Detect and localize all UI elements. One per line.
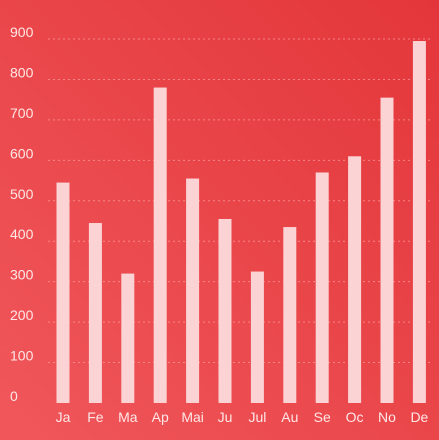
- x-tick-label: Ma: [118, 409, 138, 425]
- y-tick-label: 200: [10, 307, 34, 323]
- x-tick-label: No: [378, 409, 396, 425]
- x-tick-label: Ja: [56, 409, 71, 425]
- grid-layer: [48, 38, 432, 364]
- bar-no[interactable]: [380, 97, 394, 404]
- bar-ma[interactable]: [121, 273, 135, 403]
- x-tick-label: Ap: [152, 409, 169, 425]
- x-tick-label: Jul: [248, 409, 266, 425]
- bars-layer: [56, 41, 426, 404]
- y-tick-label: 300: [10, 267, 34, 283]
- y-tick-label: 500: [10, 186, 34, 202]
- bar-jul[interactable]: [250, 271, 264, 403]
- y-axis-labels: 0 100 200 300 400 500 600 700 800 900: [10, 24, 34, 404]
- x-tick-label: Oc: [346, 409, 364, 425]
- bar-ju[interactable]: [218, 218, 232, 403]
- x-tick-label: De: [410, 409, 428, 425]
- y-tick-label: 600: [10, 145, 34, 161]
- y-tick-label: 100: [10, 348, 34, 364]
- x-tick-label: Mai: [181, 409, 204, 425]
- bar-ap[interactable]: [153, 87, 167, 404]
- x-tick-label: Se: [314, 409, 331, 425]
- bar-au[interactable]: [283, 227, 297, 403]
- y-tick-label: 400: [10, 226, 34, 242]
- y-tick-label: 900: [10, 24, 34, 40]
- y-tick-label: 0: [10, 388, 18, 404]
- x-tick-label: Ju: [218, 409, 233, 425]
- bar-se[interactable]: [315, 172, 329, 403]
- y-tick-label: 800: [10, 64, 34, 80]
- bar-ja[interactable]: [56, 182, 70, 403]
- bar-fe[interactable]: [88, 223, 102, 403]
- y-tick-label: 700: [10, 105, 34, 121]
- x-axis-labels: Ja Fe Ma Ap Mai Ju Jul Au Se Oc No De: [56, 409, 429, 425]
- bar-oc[interactable]: [348, 156, 362, 403]
- x-tick-label: Au: [281, 409, 298, 425]
- x-tick-label: Fe: [87, 409, 104, 425]
- bar-mai[interactable]: [186, 178, 200, 403]
- bar-de[interactable]: [412, 41, 426, 404]
